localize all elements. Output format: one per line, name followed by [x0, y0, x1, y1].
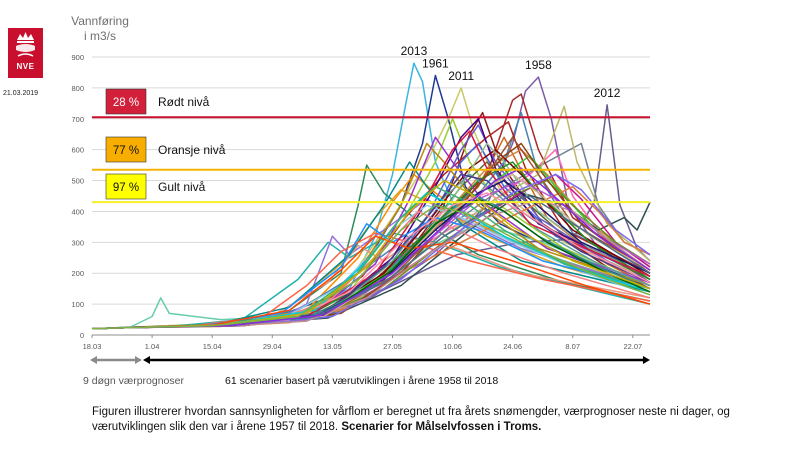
series-line-sc18: [91, 189, 651, 330]
y-tick-label: 400: [71, 207, 84, 216]
timeline-arrows: 9 døgn værprognoser 61 scenarier basert …: [83, 356, 650, 387]
x-tick-label: 8.07: [565, 342, 580, 351]
threshold-name-1: Oransje nivå: [158, 143, 226, 157]
threshold-percent-1: 77 %: [113, 145, 139, 157]
y-tick-labels: 0 100 200 300 400 500 600 700 800 900: [71, 53, 84, 340]
year-label-1961: 1961: [422, 57, 449, 71]
threshold-badge-0: [105, 88, 147, 115]
year-label-2011: 2011: [448, 69, 474, 83]
date-label: 21.03.2019: [3, 90, 39, 97]
y-axis-title-line1: Vannføring: [71, 14, 129, 28]
threshold-percent-0: 28 %: [113, 97, 139, 109]
x-axis: 18.03 1.04 15.04 29.04 13.05 27.05 10.06 24.06 8…: [83, 334, 650, 351]
caption-bold: Scenarier for Målselvfossen i Troms.: [341, 421, 542, 433]
x-tick-label: 13.05: [323, 342, 342, 351]
forecast-label: 9 døgn værprognoser: [83, 375, 184, 387]
series-line-sc11: [91, 136, 651, 330]
threshold-percent-2: 97 %: [113, 182, 139, 194]
threshold-lines: [92, 116, 650, 204]
flood-chart: 0 100 200 300 400 500 600 700 800 900 18.03 1.04 15…: [71, 44, 651, 387]
y-axis-title-line2: i m3/s: [83, 29, 116, 43]
y-tick-label: 600: [71, 146, 84, 155]
threshold-badges: 28 % Rødt nivå 77 % Oransje nivå 97 % Gult ni…: [105, 88, 226, 200]
scenario-arrow-left-icon: [143, 356, 150, 364]
threshold-badge-1: [105, 136, 147, 163]
y-tick-label: 300: [71, 238, 84, 247]
nve-logo: NVE: [8, 28, 43, 78]
y-tick-label: 200: [71, 269, 84, 278]
y-tick-label: 700: [71, 115, 84, 124]
year-label-2012: 2012: [594, 86, 621, 100]
crown-emblem-icon: [16, 32, 35, 57]
forecast-arrow-left-icon: [90, 356, 97, 364]
scenario-label: 61 scenarier basert på værutviklingen i …: [225, 375, 498, 387]
threshold-name-2: Gult nivå: [158, 180, 206, 194]
x-tick-label: 1.04: [145, 342, 160, 351]
scenario-series: [91, 62, 651, 330]
forecast-arrow-right-icon: [135, 356, 142, 364]
y-tick-label: 100: [71, 300, 84, 309]
x-tick-label: 22.07: [623, 342, 642, 351]
y-tick-label: 0: [80, 331, 84, 340]
x-tick-label: 29.04: [263, 342, 282, 351]
y-tick-label: 500: [71, 177, 84, 186]
threshold-name-0: Rødt nivå: [158, 95, 210, 109]
x-tick-label: 27.05: [383, 342, 402, 351]
logo-text: NVE: [16, 62, 35, 71]
caption-text: Figuren illustrerer hvordan sannsynlighe…: [92, 406, 730, 433]
x-tick-label: 18.03: [83, 342, 102, 351]
year-label-2013: 2013: [401, 44, 428, 58]
series-line-sc61: [91, 204, 651, 330]
x-tick-label: 15.04: [203, 342, 222, 351]
y-tick-label: 800: [71, 84, 84, 93]
x-tick-label: 24.06: [503, 342, 522, 351]
threshold-badge-2: [105, 173, 147, 200]
y-tick-label: 900: [71, 53, 84, 62]
figure-caption: Figuren illustrerer hvordan sannsynlighe…: [92, 405, 732, 435]
x-tick-label: 10.06: [443, 342, 462, 351]
scenario-arrow-right-icon: [643, 356, 650, 364]
year-label-1958: 1958: [525, 58, 552, 72]
y-axis-title: Vannføring i m3/s: [70, 14, 130, 44]
